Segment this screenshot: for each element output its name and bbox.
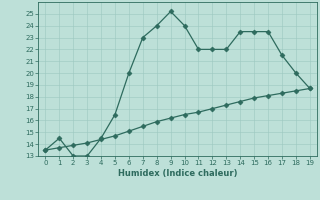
X-axis label: Humidex (Indice chaleur): Humidex (Indice chaleur): [118, 169, 237, 178]
